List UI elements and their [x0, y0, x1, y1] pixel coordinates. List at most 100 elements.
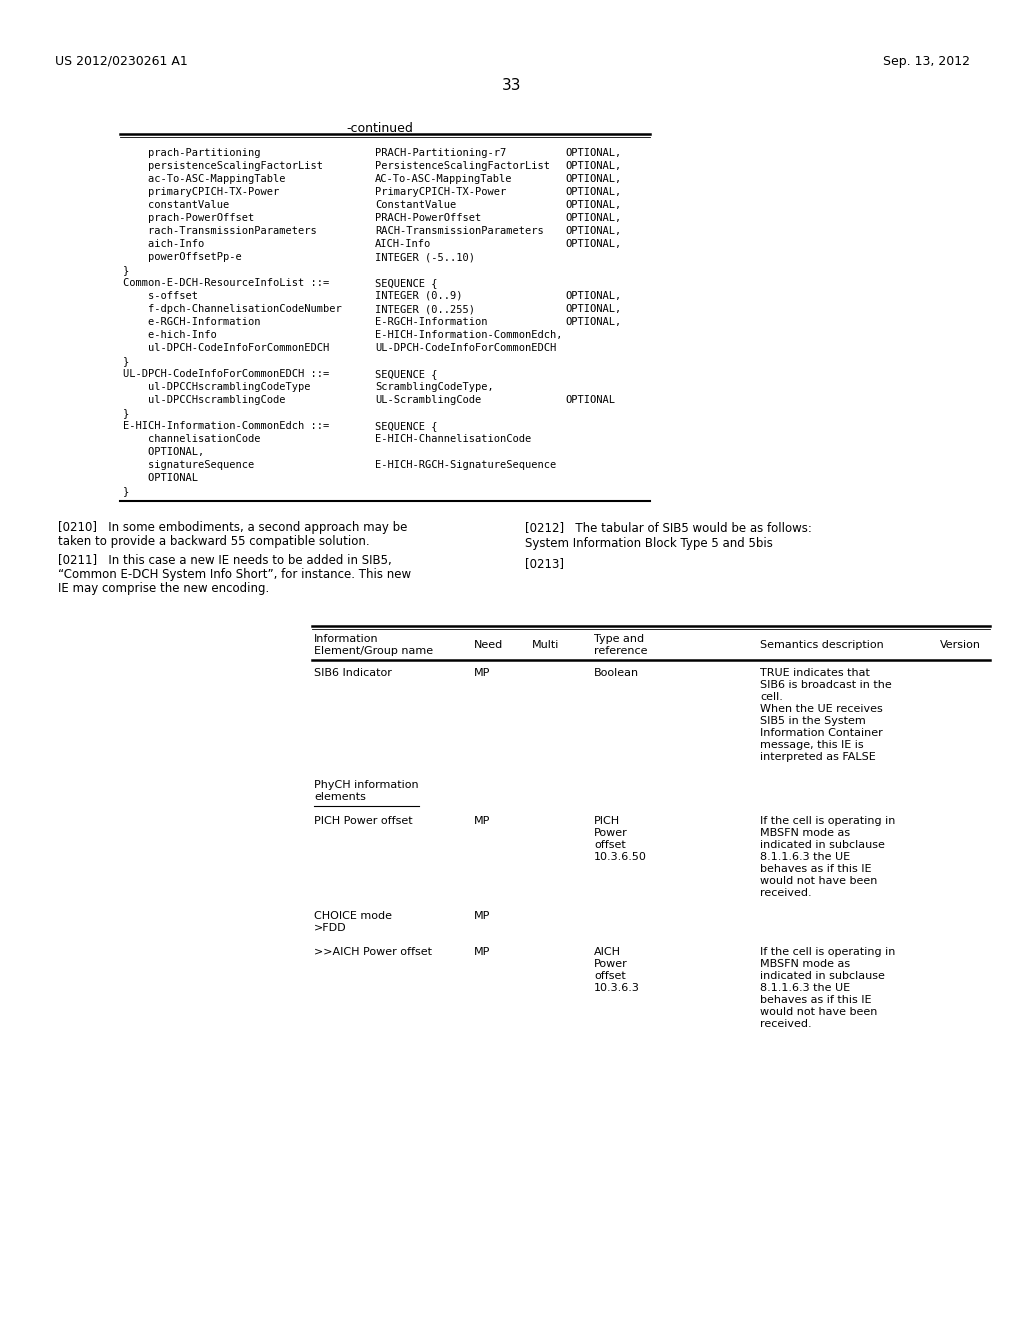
Text: If the cell is operating in: If the cell is operating in: [760, 816, 895, 826]
Text: [0210]   In some embodiments, a second approach may be: [0210] In some embodiments, a second app…: [58, 521, 408, 535]
Text: PrimaryCPICH-TX-Power: PrimaryCPICH-TX-Power: [375, 187, 506, 197]
Text: -continued: -continued: [346, 121, 414, 135]
Text: INTEGER (0..9): INTEGER (0..9): [375, 290, 463, 301]
Text: OPTIONAL,: OPTIONAL,: [565, 213, 622, 223]
Text: interpreted as FALSE: interpreted as FALSE: [760, 752, 876, 762]
Text: }: }: [123, 408, 129, 418]
Text: e-RGCH-Information: e-RGCH-Information: [123, 317, 260, 327]
Text: indicated in subclause: indicated in subclause: [760, 972, 885, 981]
Text: aich-Info: aich-Info: [123, 239, 204, 249]
Text: Boolean: Boolean: [594, 668, 639, 678]
Text: MP: MP: [474, 911, 490, 921]
Text: ul-DPCCHscramblingCodeType: ul-DPCCHscramblingCodeType: [123, 381, 310, 392]
Text: E-HICH-Information-CommonEdch,: E-HICH-Information-CommonEdch,: [375, 330, 562, 341]
Text: Type and: Type and: [594, 634, 644, 644]
Text: PICH: PICH: [594, 816, 621, 826]
Text: powerOffsetPp-e: powerOffsetPp-e: [123, 252, 242, 261]
Text: Need: Need: [474, 640, 503, 649]
Text: PRACH-Partitioning-r7: PRACH-Partitioning-r7: [375, 148, 506, 158]
Text: ul-DPCCHscramblingCode: ul-DPCCHscramblingCode: [123, 395, 286, 405]
Text: E-HICH-ChannelisationCode: E-HICH-ChannelisationCode: [375, 434, 531, 444]
Text: ConstantValue: ConstantValue: [375, 201, 457, 210]
Text: MP: MP: [474, 946, 490, 957]
Text: AICH-Info: AICH-Info: [375, 239, 431, 249]
Text: MP: MP: [474, 668, 490, 678]
Text: message, this IE is: message, this IE is: [760, 741, 863, 750]
Text: SEQUENCE {: SEQUENCE {: [375, 279, 437, 288]
Text: offset: offset: [594, 840, 626, 850]
Text: prach-Partitioning: prach-Partitioning: [123, 148, 260, 158]
Text: constantValue: constantValue: [123, 201, 229, 210]
Text: 8.1.1.6.3 the UE: 8.1.1.6.3 the UE: [760, 851, 850, 862]
Text: [0212]   The tabular of SIB5 would be as follows:: [0212] The tabular of SIB5 would be as f…: [525, 521, 812, 535]
Text: channelisationCode: channelisationCode: [123, 434, 260, 444]
Text: When the UE receives: When the UE receives: [760, 704, 883, 714]
Text: E-HICH-Information-CommonEdch ::=: E-HICH-Information-CommonEdch ::=: [123, 421, 330, 432]
Text: Power: Power: [594, 960, 628, 969]
Text: reference: reference: [594, 645, 647, 656]
Text: persistenceScalingFactorList: persistenceScalingFactorList: [123, 161, 323, 172]
Text: INTEGER (0..255): INTEGER (0..255): [375, 304, 475, 314]
Text: “Common E-DCH System Info Short”, for instance. This new: “Common E-DCH System Info Short”, for in…: [58, 568, 411, 581]
Text: RACH-TransmissionParameters: RACH-TransmissionParameters: [375, 226, 544, 236]
Text: PhyCH information: PhyCH information: [314, 780, 419, 789]
Text: MBSFN mode as: MBSFN mode as: [760, 828, 850, 838]
Text: E-HICH-RGCH-SignatureSequence: E-HICH-RGCH-SignatureSequence: [375, 459, 556, 470]
Text: SIB6 Indicator: SIB6 Indicator: [314, 668, 392, 678]
Text: [0211]   In this case a new IE needs to be added in SIB5,: [0211] In this case a new IE needs to be…: [58, 554, 392, 568]
Text: UL-DPCH-CodeInfoForCommonEDCH: UL-DPCH-CodeInfoForCommonEDCH: [375, 343, 556, 352]
Text: cell.: cell.: [760, 692, 783, 702]
Text: s-offset: s-offset: [123, 290, 198, 301]
Text: INTEGER (-5..10): INTEGER (-5..10): [375, 252, 475, 261]
Text: behaves as if this IE: behaves as if this IE: [760, 995, 871, 1005]
Text: Version: Version: [940, 640, 981, 649]
Text: elements: elements: [314, 792, 366, 803]
Text: MP: MP: [474, 816, 490, 826]
Text: e-hich-Info: e-hich-Info: [123, 330, 217, 341]
Text: OPTIONAL,: OPTIONAL,: [565, 161, 622, 172]
Text: Common-E-DCH-ResourceInfoList ::=: Common-E-DCH-ResourceInfoList ::=: [123, 279, 330, 288]
Text: PersistenceScalingFactorList: PersistenceScalingFactorList: [375, 161, 550, 172]
Text: UL-DPCH-CodeInfoForCommonEDCH ::=: UL-DPCH-CodeInfoForCommonEDCH ::=: [123, 370, 330, 379]
Text: received.: received.: [760, 888, 812, 898]
Text: ScramblingCodeType,: ScramblingCodeType,: [375, 381, 494, 392]
Text: 10.3.6.3: 10.3.6.3: [594, 983, 640, 993]
Text: taken to provide a backward 55 compatible solution.: taken to provide a backward 55 compatibl…: [58, 535, 370, 548]
Text: AICH: AICH: [594, 946, 621, 957]
Text: IE may comprise the new encoding.: IE may comprise the new encoding.: [58, 582, 269, 595]
Text: US 2012/0230261 A1: US 2012/0230261 A1: [55, 55, 187, 69]
Text: OPTIONAL: OPTIONAL: [123, 473, 198, 483]
Text: }: }: [123, 486, 129, 496]
Text: >>AICH Power offset: >>AICH Power offset: [314, 946, 432, 957]
Text: offset: offset: [594, 972, 626, 981]
Text: System Information Block Type 5 and 5bis: System Information Block Type 5 and 5bis: [525, 537, 773, 550]
Text: TRUE indicates that: TRUE indicates that: [760, 668, 869, 678]
Text: OPTIONAL,: OPTIONAL,: [565, 290, 622, 301]
Text: f-dpch-ChannelisationCodeNumber: f-dpch-ChannelisationCodeNumber: [123, 304, 342, 314]
Text: OPTIONAL,: OPTIONAL,: [123, 447, 204, 457]
Text: OPTIONAL,: OPTIONAL,: [565, 201, 622, 210]
Text: OPTIONAL,: OPTIONAL,: [565, 304, 622, 314]
Text: would not have been: would not have been: [760, 876, 878, 886]
Text: OPTIONAL,: OPTIONAL,: [565, 174, 622, 183]
Text: would not have been: would not have been: [760, 1007, 878, 1016]
Text: prach-PowerOffset: prach-PowerOffset: [123, 213, 254, 223]
Text: received.: received.: [760, 1019, 812, 1030]
Text: ac-To-ASC-MappingTable: ac-To-ASC-MappingTable: [123, 174, 286, 183]
Text: >FDD: >FDD: [314, 923, 347, 933]
Text: 33: 33: [502, 78, 522, 92]
Text: behaves as if this IE: behaves as if this IE: [760, 865, 871, 874]
Text: PICH Power offset: PICH Power offset: [314, 816, 413, 826]
Text: E-RGCH-Information: E-RGCH-Information: [375, 317, 487, 327]
Text: Power: Power: [594, 828, 628, 838]
Text: ul-DPCH-CodeInfoForCommonEDCH: ul-DPCH-CodeInfoForCommonEDCH: [123, 343, 330, 352]
Text: OPTIONAL,: OPTIONAL,: [565, 317, 622, 327]
Text: Multi: Multi: [532, 640, 559, 649]
Text: AC-To-ASC-MappingTable: AC-To-ASC-MappingTable: [375, 174, 512, 183]
Text: OPTIONAL,: OPTIONAL,: [565, 226, 622, 236]
Text: signatureSequence: signatureSequence: [123, 459, 254, 470]
Text: Information Container: Information Container: [760, 729, 883, 738]
Text: UL-ScramblingCode: UL-ScramblingCode: [375, 395, 481, 405]
Text: SEQUENCE {: SEQUENCE {: [375, 421, 437, 432]
Text: SIB6 is broadcast in the: SIB6 is broadcast in the: [760, 680, 892, 690]
